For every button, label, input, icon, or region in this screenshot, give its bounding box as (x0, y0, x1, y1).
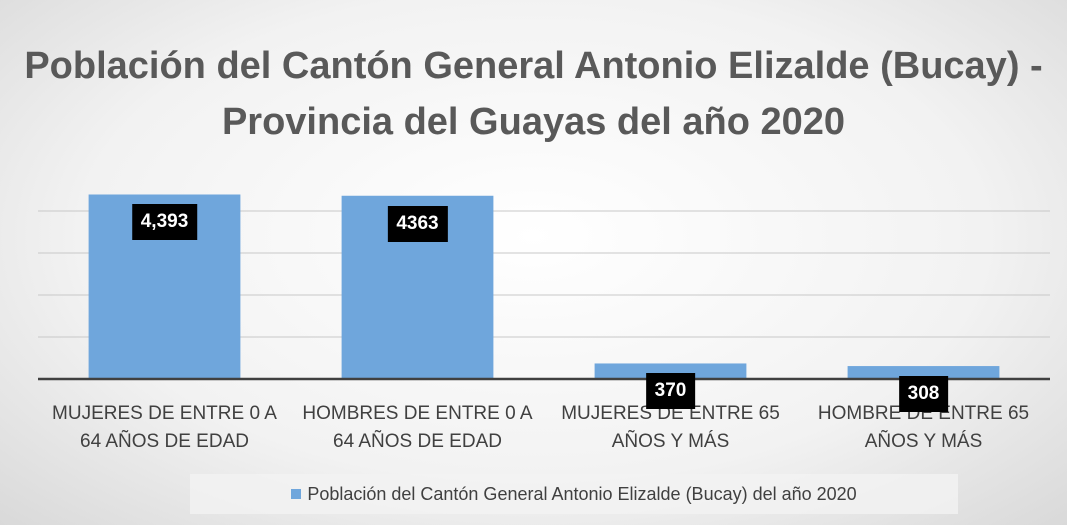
bar (847, 366, 1000, 379)
x-tick-label: MUJERES DE ENTRE 0 A 64 AÑOS DE EDAD (52, 403, 277, 452)
data-label: 308 (898, 376, 949, 413)
data-label: 370 (645, 373, 696, 410)
x-tick-label: HOMBRE DE ENTRE 65 AÑOS Y MÁS (817, 403, 1030, 452)
legend-label: Población del Cantón General Antonio Eli… (307, 483, 857, 504)
legend: Población del Cantón General Antonio Eli… (190, 474, 958, 514)
data-label: 4363 (387, 205, 448, 242)
x-tick-label: MUJERES DE ENTRE 65 AÑOS Y MÁS (561, 403, 780, 452)
data-label: 4,393 (131, 204, 198, 241)
chart-title: Población del Cantón General Antonio Eli… (24, 45, 1043, 143)
bar (594, 363, 747, 379)
x-tick-label: HOMBRES DE ENTRE 0 A 64 AÑOS DE EDAD (302, 403, 533, 452)
legend-swatch (291, 489, 302, 499)
